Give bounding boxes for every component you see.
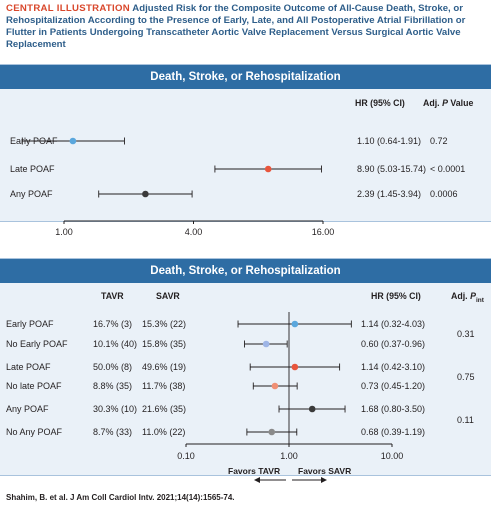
panel-2-p-italic: P xyxy=(470,291,476,301)
x-tick-label: 1.00 xyxy=(55,227,73,237)
panel-2-row-tavr: 8.8% (35) xyxy=(93,381,133,391)
hr-point xyxy=(264,165,272,173)
x-tick-label: 10.00 xyxy=(380,451,404,461)
hr-point xyxy=(262,340,270,348)
panel-2-row-savr: 21.6% (35) xyxy=(142,404,187,414)
hr-point xyxy=(69,137,77,145)
hr-point xyxy=(308,405,316,413)
panel-2-row-label: Any POAF xyxy=(6,404,49,414)
hr-point xyxy=(291,320,299,328)
panel-2-row-tavr: 30.3% (10) xyxy=(93,404,138,414)
panel-2-savr-header: SAVR xyxy=(156,291,180,301)
panel-1-row-hr: 2.39 (1.45-3.94) xyxy=(357,189,422,199)
panel-2-row-savr: 15.8% (35) xyxy=(142,339,187,349)
panel-2-row-savr: 11.0% (22) xyxy=(142,427,186,437)
citation: Shahim, B. et al. J Am Coll Cardiol Intv… xyxy=(6,493,235,502)
panel-1-p-prefix: Adj. xyxy=(423,98,443,108)
panel-1-row-p: 0.0006 xyxy=(430,189,458,199)
panel-2-row-tavr: 16.7% (3) xyxy=(93,319,133,329)
panel-1-row-hr: 1.10 (0.64-1.91) xyxy=(357,136,422,146)
central-illustration-header: CENTRAL ILLUSTRATION Adjusted Risk for t… xyxy=(6,3,486,51)
panel-2-row-hr: 1.14 (0.42-3.10) xyxy=(361,362,426,372)
x-tick-label: 16.00 xyxy=(311,227,335,237)
panel-2-row-label: Early POAF xyxy=(6,319,54,329)
panel-2-row-tavr: 50.0% (8) xyxy=(93,362,133,372)
panel-2-row-hr: 0.68 (0.39-1.19) xyxy=(361,427,426,437)
panel-2-row-label: No Any POAF xyxy=(6,427,63,437)
panel-1-hr-header: HR (95% CI) xyxy=(355,98,405,108)
panel-2-p-prefix: Adj. xyxy=(451,291,471,301)
panel-1-row-label: Any POAF xyxy=(10,189,53,199)
favors-tavr-arrowhead xyxy=(254,477,260,483)
x-tick-label: 0.10 xyxy=(177,451,195,461)
forest-panel-2: Death, Stroke, or Rehospitalization TAVR… xyxy=(0,258,491,476)
panel-1-row-hr: 8.90 (5.03-15.74) xyxy=(357,164,427,174)
panel-2-p-interaction: 0.31 xyxy=(457,329,475,339)
panel-2-row-savr: 15.3% (22) xyxy=(142,319,187,329)
x-tick-label: 1.00 xyxy=(280,451,298,461)
panel-1-row-p: < 0.0001 xyxy=(430,164,466,174)
central-illustration-label: CENTRAL ILLUSTRATION xyxy=(6,3,130,14)
panel-2-row-savr: 11.7% (38) xyxy=(142,381,186,391)
hr-point xyxy=(142,190,149,198)
panel-2-row-tavr: 8.7% (33) xyxy=(93,427,133,437)
panel-1-p-italic: P xyxy=(442,98,448,108)
panel-1-title: Death, Stroke, or Rehospitalization xyxy=(0,65,491,89)
panel-2-row-hr: 0.73 (0.45-1.20) xyxy=(361,381,426,391)
panel-2-title: Death, Stroke, or Rehospitalization xyxy=(0,259,491,283)
hr-point xyxy=(271,382,279,390)
panel-2-row-hr: 1.68 (0.80-3.50) xyxy=(361,404,426,414)
panel-1-p-suffix: Value xyxy=(447,98,474,108)
panel-2-p-interaction: 0.75 xyxy=(457,372,475,382)
panel-2-hr-header: HR (95% CI) xyxy=(371,291,421,301)
favors-savr-arrowhead xyxy=(321,477,327,483)
panel-2-p-header: Adj. Pint xyxy=(451,291,484,304)
hr-point xyxy=(268,428,276,436)
x-tick-label: 4.00 xyxy=(184,227,203,237)
panel-2-row-label: No Early POAF xyxy=(6,339,68,349)
panel-1-row-label: Late POAF xyxy=(10,164,55,174)
panel-2-p-interaction: 0.11 xyxy=(457,415,474,425)
panel-2-row-savr: 49.6% (19) xyxy=(142,362,187,372)
panel-2-row-hr: 1.14 (0.32-4.03) xyxy=(361,319,426,329)
panel-2-row-tavr: 10.1% (40) xyxy=(93,339,138,349)
central-illustration-title: Adjusted Risk for the Composite Outcome … xyxy=(6,3,466,50)
favors-tavr-label: Favors TAVR xyxy=(228,466,281,476)
favors-savr-label: Favors SAVR xyxy=(298,466,352,476)
panel-1-row-p: 0.72 xyxy=(430,136,448,146)
hr-point xyxy=(291,363,299,371)
panel-2-row-hr: 0.60 (0.37-0.96) xyxy=(361,339,426,349)
panel-2-p-sub: int xyxy=(475,296,484,304)
panel-2-row-label: Late POAF xyxy=(6,362,51,372)
panel-2-tavr-header: TAVR xyxy=(101,291,124,301)
panel-2-row-label: No late POAF xyxy=(6,381,62,391)
panel-1-p-header: Adj. P Value xyxy=(423,98,473,108)
